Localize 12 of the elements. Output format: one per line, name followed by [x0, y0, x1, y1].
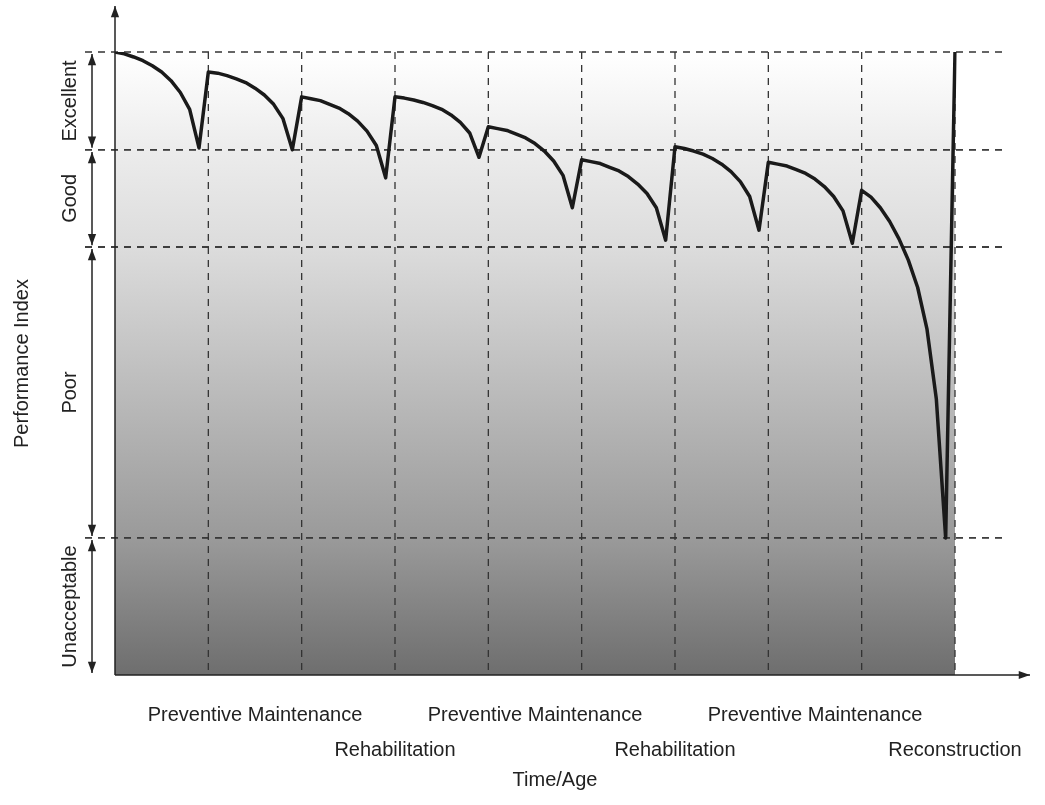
text: Rehabilitation	[334, 737, 456, 760]
band-label: Excellent	[57, 59, 80, 142]
text: Preventive Maintenance	[427, 702, 643, 725]
text: Rehabilitation	[614, 737, 736, 760]
text: Reconstruction	[888, 737, 1022, 760]
band-label: Poor	[57, 371, 80, 414]
text: Preventive Maintenance	[147, 702, 363, 725]
y-axis-title: Performance Index	[9, 279, 32, 448]
text: Preventive Maintenance	[707, 702, 923, 725]
band-label: Good	[57, 173, 80, 223]
x-axis-title: Time/Age	[512, 767, 598, 790]
band-label: Unacceptable	[57, 545, 80, 668]
